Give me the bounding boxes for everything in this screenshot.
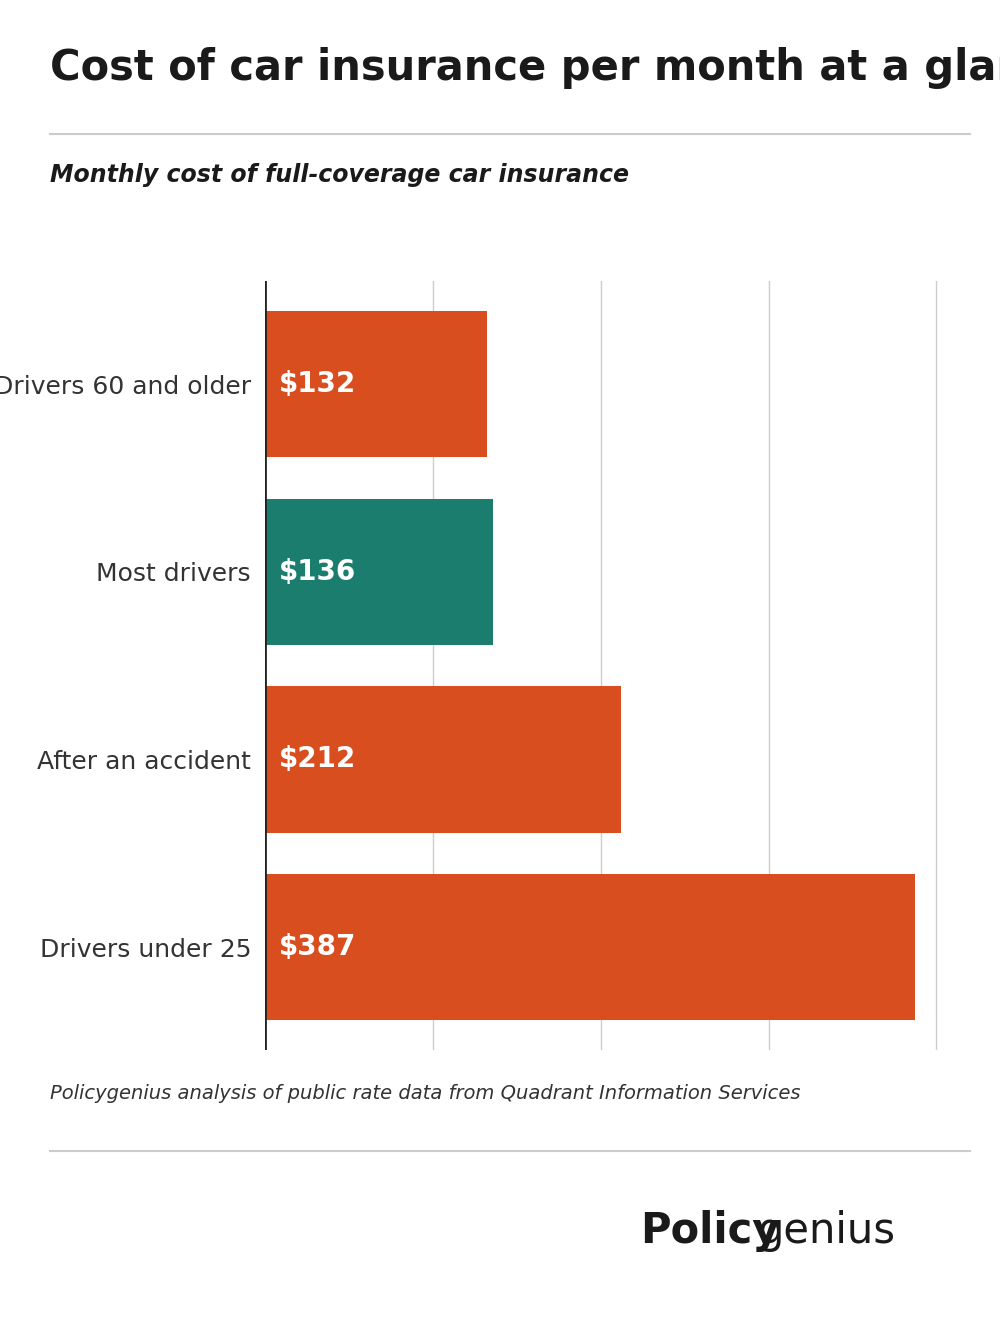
Text: $136: $136 — [278, 558, 356, 586]
Text: $387: $387 — [278, 933, 356, 961]
Text: Policy: Policy — [640, 1210, 779, 1252]
Text: Monthly cost of full-coverage car insurance: Monthly cost of full-coverage car insura… — [50, 163, 629, 187]
Bar — [265, 499, 493, 645]
Bar — [265, 874, 915, 1021]
Text: genius: genius — [758, 1210, 896, 1252]
Text: Cost of car insurance per month at a glance: Cost of car insurance per month at a gla… — [50, 47, 1000, 88]
Bar — [265, 686, 621, 832]
Text: Policygenius analysis of public rate data from Quadrant Information Services: Policygenius analysis of public rate dat… — [50, 1084, 800, 1103]
Text: $212: $212 — [278, 745, 356, 773]
Text: $132: $132 — [278, 371, 356, 399]
Bar — [265, 310, 487, 458]
